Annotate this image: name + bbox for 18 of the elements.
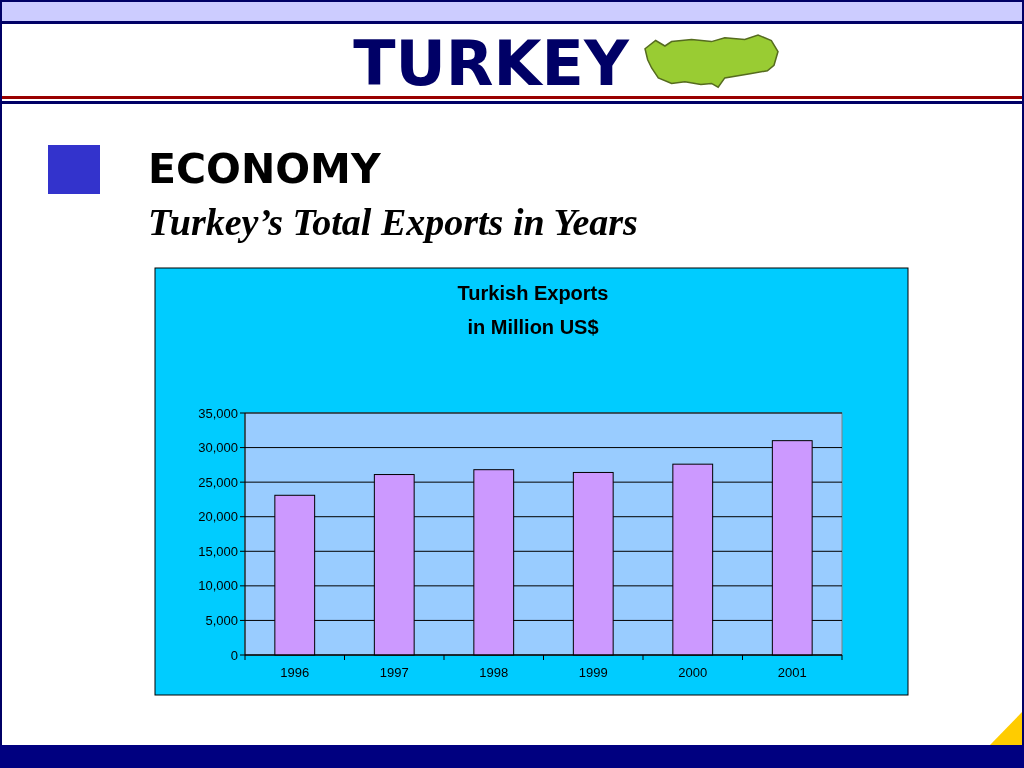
- x-tick-label: 1998: [479, 665, 509, 680]
- y-tick-label: 25,000: [198, 474, 238, 490]
- y-tick-label: 5,000: [205, 612, 238, 628]
- y-tick-label: 30,000: [198, 440, 238, 456]
- y-tick-label: 35,000: [198, 405, 238, 421]
- y-tick-label: 15,000: [198, 543, 238, 559]
- text: TURKEY: [353, 27, 630, 100]
- text: Turkey’s Total Exports in Years: [148, 201, 638, 243]
- text: ECONOMY: [148, 145, 382, 193]
- x-tick-label: 1997: [379, 665, 409, 680]
- x-tick-label: 2001: [777, 665, 807, 680]
- y-tick-label: 20,000: [198, 509, 238, 525]
- y-tick-label: 10,000: [198, 578, 238, 594]
- x-tick-label: 2000: [678, 665, 708, 680]
- chart-title: Turkish Exports in Million US$: [457, 282, 609, 338]
- y-tick-label: 0: [230, 647, 238, 663]
- x-tick-label: 1996: [280, 665, 310, 680]
- x-tick-label: 1999: [578, 665, 608, 680]
